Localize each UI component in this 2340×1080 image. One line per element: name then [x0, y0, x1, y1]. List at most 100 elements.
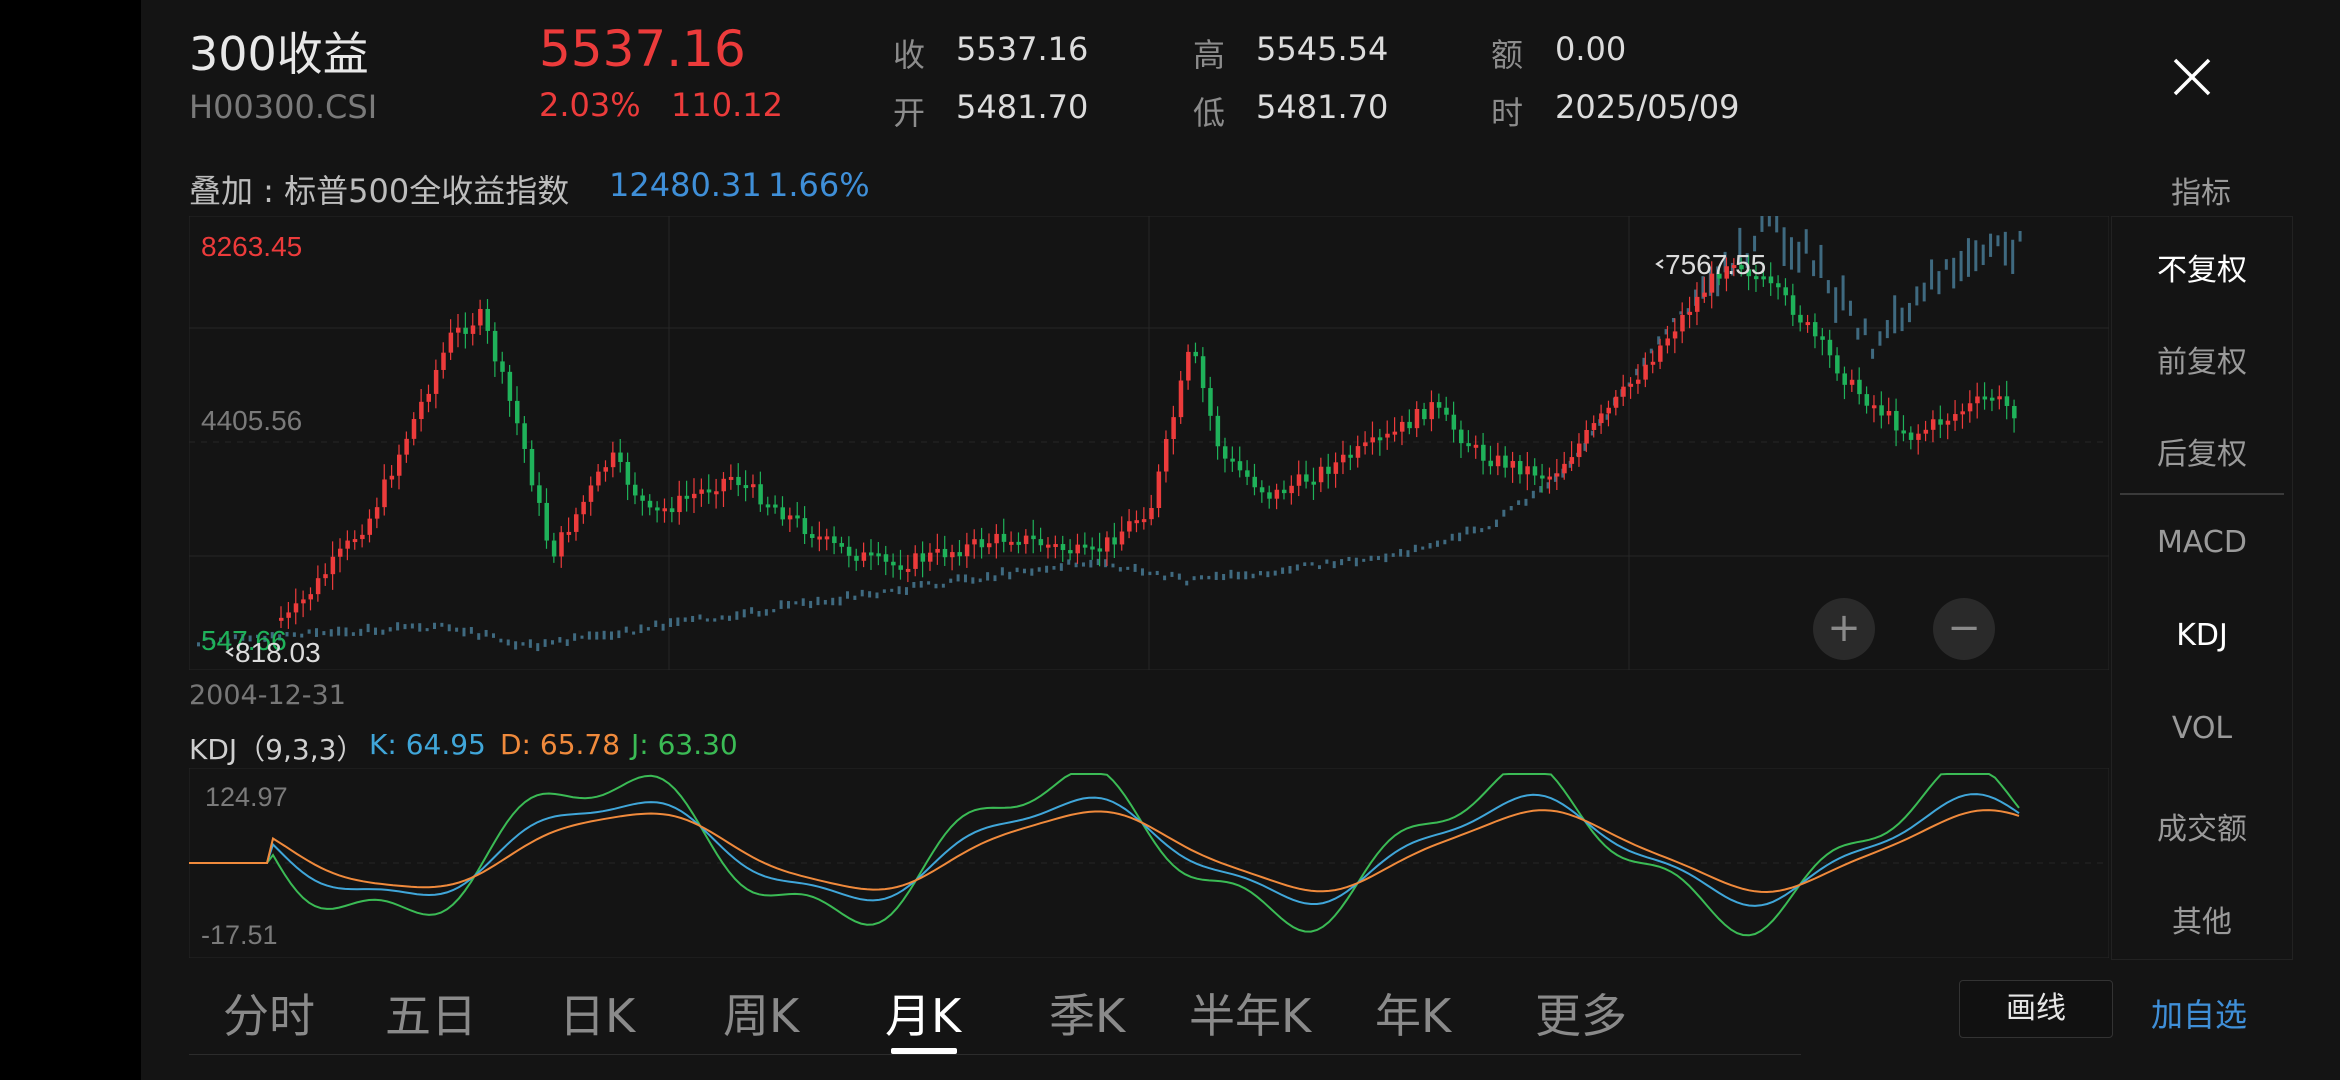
side-item-no-adjust[interactable]: 不复权	[2157, 253, 2247, 288]
candle-body	[1503, 455, 1508, 468]
tab-yearly-k[interactable]: 年K	[1375, 989, 1452, 1043]
overlay-bar	[1376, 555, 1380, 561]
tab-monthly-k[interactable]: 月K	[885, 989, 962, 1043]
overlay-bar	[1317, 565, 1321, 570]
overlay-bar	[1760, 216, 1764, 232]
candle-body	[1569, 457, 1575, 464]
tab-daily-k[interactable]: 日K	[559, 989, 636, 1043]
high-marker-label: 7567.55	[1665, 249, 1766, 280]
candle-body	[647, 500, 653, 508]
overlay-bar	[1642, 357, 1646, 367]
overlay-bar	[1716, 266, 1720, 297]
kdj-label[interactable]: KDJ（9,3,3）	[189, 733, 365, 766]
overlay-bar	[1008, 571, 1012, 580]
tab-weekly-k[interactable]: 周K	[723, 989, 800, 1043]
overlay-bar	[602, 630, 606, 640]
candle-body	[1820, 336, 1825, 340]
candle-body	[559, 532, 564, 557]
candle-body	[1340, 454, 1346, 463]
overlay-bar	[1848, 300, 1852, 316]
overlay-bar	[1730, 262, 1734, 276]
overlay-bar	[1251, 573, 1255, 579]
overlay-bar	[831, 597, 835, 606]
overlay-bar	[1155, 570, 1159, 576]
overlay-bar	[484, 629, 488, 637]
overlay-bar	[1111, 563, 1115, 568]
add-watchlist-button[interactable]: 加自选	[2151, 996, 2248, 1034]
side-item-backward-adjust[interactable]: 后复权	[2157, 437, 2247, 472]
tab-intraday[interactable]: 分时	[223, 989, 315, 1043]
overlay-bar	[521, 642, 525, 646]
candle-body	[1363, 442, 1368, 447]
candle-body	[1274, 489, 1280, 499]
change-percent: 2.03%	[539, 86, 641, 124]
overlay-bar	[595, 631, 599, 640]
overlay-bar	[676, 617, 680, 626]
overlay-bar	[1487, 526, 1491, 530]
candlestick-chart[interactable]: 8263.45 4405.56 547.66 818.03 7567.55	[189, 216, 2109, 670]
side-item-other[interactable]: 其他	[2172, 905, 2232, 940]
indicator-button[interactable]: 指标	[2171, 176, 2231, 211]
tab-five-day[interactable]: 五日	[385, 989, 477, 1043]
left-black-bar	[0, 0, 141, 1080]
tab-more[interactable]: 更多	[1535, 989, 1627, 1043]
stat-label-time: 时	[1491, 94, 1524, 132]
candle-body	[1584, 429, 1589, 444]
overlay-bar	[1546, 482, 1550, 489]
candle-body	[1591, 423, 1597, 430]
side-item-kdj[interactable]: KDJ	[2176, 618, 2228, 653]
overlay-bar	[1362, 558, 1366, 562]
overlay-bar	[941, 583, 945, 588]
candle-body	[1318, 466, 1324, 483]
overlay-bar	[1944, 259, 1948, 270]
overlay-bar	[292, 632, 296, 637]
tab-half-year-k[interactable]: 半年K	[1189, 989, 1312, 1043]
overlay-bar	[934, 583, 938, 589]
candle-body	[1045, 544, 1051, 548]
candle-body	[913, 553, 918, 569]
zoom-in-button[interactable]: +	[1813, 598, 1875, 660]
low-marker-arrow	[225, 647, 234, 657]
tab-quarterly-k[interactable]: 季K	[1049, 989, 1126, 1043]
candle-body	[927, 552, 933, 562]
candle-body	[1119, 531, 1125, 545]
overlay-bar	[838, 596, 842, 606]
overlay-bar	[786, 601, 790, 609]
candle-body	[566, 531, 572, 535]
overlay-bar	[1273, 570, 1277, 576]
candle-body	[750, 484, 756, 488]
draw-line-button[interactable]: 画线	[1959, 980, 2113, 1038]
close-button[interactable]	[2167, 52, 2217, 102]
stat-label-high: 高	[1193, 36, 1226, 74]
candle-body	[522, 423, 527, 449]
candle-body	[507, 371, 513, 401]
overlay-bar	[1856, 327, 1860, 340]
candle-body	[1606, 407, 1611, 414]
start-date-label: 2004-12-31	[189, 680, 346, 711]
overlay-label[interactable]: 叠加 : 标普500全收益指数	[189, 172, 570, 210]
candle-body	[1923, 429, 1929, 434]
candle-body	[1141, 519, 1147, 523]
candle-body	[1215, 415, 1221, 447]
candle-body	[1075, 544, 1080, 554]
candle-body	[396, 454, 402, 476]
side-item-forward-adjust[interactable]: 前复权	[2157, 345, 2247, 380]
candle-body	[1252, 476, 1257, 488]
zoom-out-button[interactable]: −	[1933, 598, 1995, 660]
candle-body	[706, 489, 712, 493]
side-item-turnover[interactable]: 成交额	[2157, 812, 2247, 847]
side-item-macd[interactable]: MACD	[2157, 525, 2247, 560]
overlay-bar	[949, 578, 953, 583]
overlay-bar	[1686, 308, 1690, 315]
overlay-bar	[233, 634, 237, 640]
candle-body	[1370, 437, 1375, 443]
side-divider	[2120, 493, 2284, 495]
candle-body	[352, 539, 358, 543]
candle-body	[1960, 411, 1965, 415]
candle-body	[1805, 322, 1811, 326]
candle-body	[1495, 455, 1501, 467]
overlay-bar	[1775, 216, 1779, 233]
overlay-bar	[219, 637, 223, 643]
side-item-vol[interactable]: VOL	[2171, 711, 2233, 746]
kdj-chart[interactable]: 124.97 -17.51	[189, 768, 2109, 958]
